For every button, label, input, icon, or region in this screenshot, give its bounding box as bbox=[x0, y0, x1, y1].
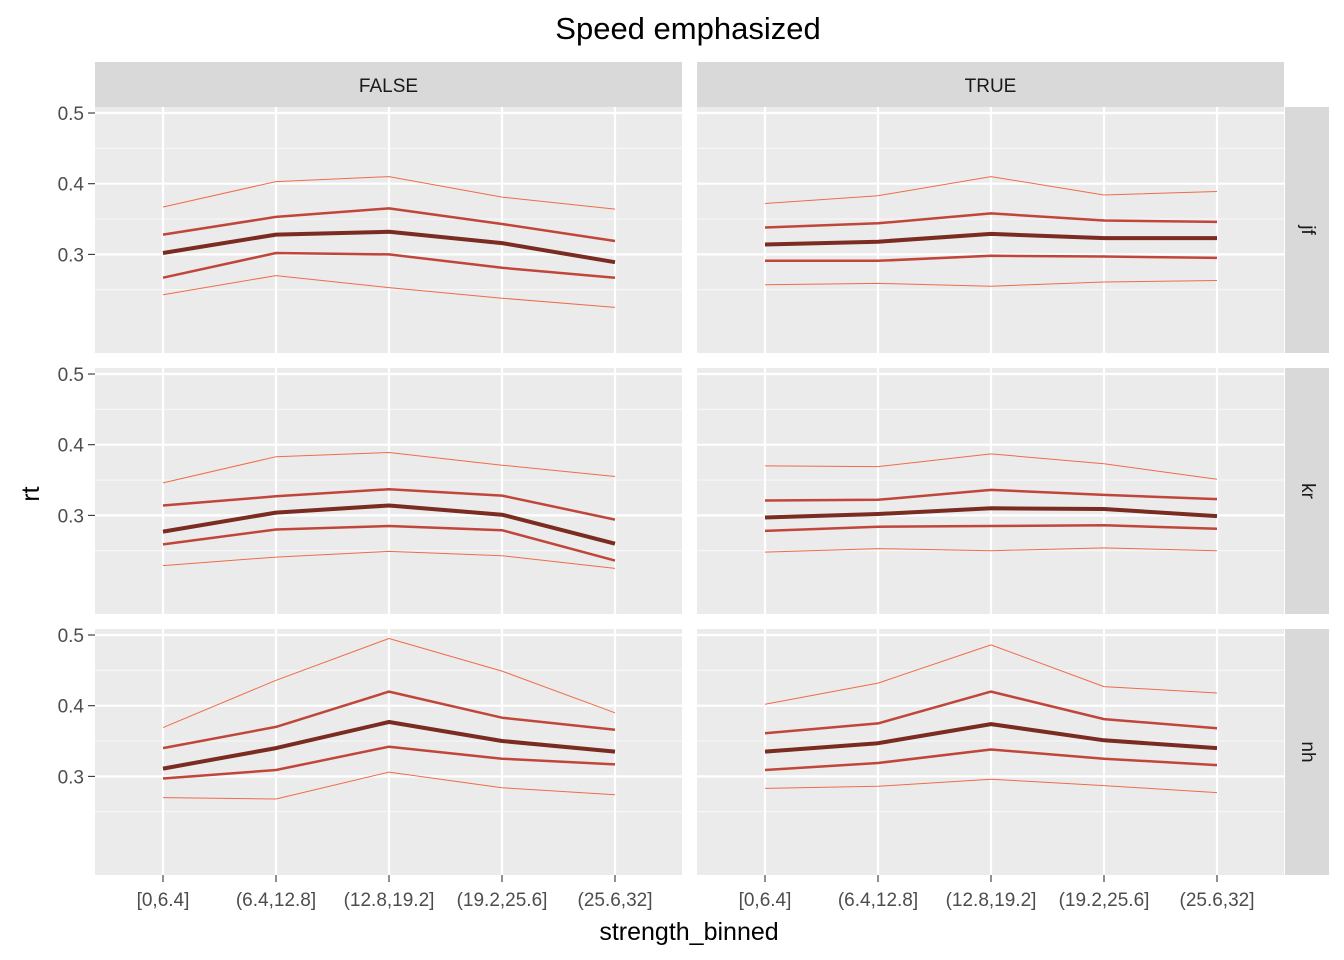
series-line-2 bbox=[764, 690, 1218, 735]
panel-kr-false: 0.3 0.4 0.5 bbox=[58, 365, 682, 614]
strip-row-nh bbox=[1285, 629, 1329, 875]
x-tick-label: (25.6,32] bbox=[578, 890, 653, 911]
strip-row-label: jf bbox=[1297, 224, 1318, 235]
series-line-1 bbox=[162, 176, 616, 210]
y-tick-label: 0.5 bbox=[58, 626, 84, 647]
y-tick-label: 0.4 bbox=[58, 697, 85, 718]
y-tick-label: 0.3 bbox=[58, 767, 84, 788]
series-line-5 bbox=[162, 275, 616, 308]
series-line-5 bbox=[162, 550, 616, 569]
y-tick-label: 0.5 bbox=[58, 365, 84, 386]
strip-row-label: nh bbox=[1297, 741, 1318, 762]
series-line-3 bbox=[764, 506, 1218, 520]
series-line-4 bbox=[162, 524, 616, 562]
series-line-1 bbox=[162, 638, 616, 729]
series-line-2 bbox=[162, 690, 616, 750]
series-line-2 bbox=[162, 207, 616, 243]
strip-col-label: TRUE bbox=[965, 76, 1017, 97]
series-line-1 bbox=[764, 644, 1218, 705]
series-line-2 bbox=[764, 212, 1218, 229]
strip-row-label: kr bbox=[1297, 483, 1318, 500]
series-line-1 bbox=[764, 453, 1218, 480]
panel-nh-false: 0.3 0.4 0.5 [0,6.4] (6.4,12.8] (12.8,19.2] (19… bbox=[58, 626, 682, 911]
chart-title: Speed emphasized bbox=[555, 11, 820, 46]
panel-jf-true bbox=[697, 107, 1284, 353]
x-tick-label: (12.8,19.2] bbox=[946, 890, 1037, 911]
series-line-3 bbox=[162, 229, 616, 265]
y-tick-label: 0.4 bbox=[58, 436, 85, 457]
series-line-4 bbox=[764, 524, 1218, 533]
y-tick-label: 0.3 bbox=[58, 245, 84, 266]
strip-row-jf bbox=[1285, 107, 1329, 353]
series-line-4 bbox=[162, 745, 616, 780]
series-line-3 bbox=[162, 503, 616, 546]
x-tick-label: (6.4,12.8] bbox=[236, 890, 316, 911]
series-line-4 bbox=[162, 251, 616, 279]
y-axis-title: rt bbox=[17, 486, 45, 501]
strip-col-false bbox=[95, 62, 682, 107]
panel-jf-false: 0.3 0.4 0.5 bbox=[58, 104, 682, 353]
x-tick-label: (6.4,12.8] bbox=[838, 890, 918, 911]
series-line-1 bbox=[162, 452, 616, 484]
series-line-5 bbox=[764, 778, 1218, 794]
x-tick-label: (12.8,19.2] bbox=[344, 890, 435, 911]
series-line-2 bbox=[162, 487, 616, 521]
series-line-4 bbox=[765, 254, 1218, 263]
series-line-4 bbox=[764, 748, 1218, 772]
strip-col-label: FALSE bbox=[359, 76, 418, 97]
series-line-3 bbox=[162, 720, 616, 771]
series-line-5 bbox=[764, 280, 1218, 287]
panel-nh-true: [0,6.4] (6.4,12.8] (12.8,19.2] (19.2,25.6] (… bbox=[697, 629, 1284, 911]
y-tick-label: 0.5 bbox=[58, 104, 84, 125]
x-tick-label: (25.6,32] bbox=[1180, 890, 1255, 911]
series-line-1 bbox=[764, 176, 1218, 204]
series-line-5 bbox=[764, 547, 1218, 553]
x-tick-label: (19.2,25.6] bbox=[457, 890, 548, 911]
x-tick-label: [0,6.4] bbox=[739, 890, 792, 911]
y-tick-label: 0.3 bbox=[58, 506, 84, 527]
series-line-5 bbox=[162, 771, 616, 800]
x-tick-label: [0,6.4] bbox=[137, 890, 190, 911]
series-line-2 bbox=[764, 488, 1218, 502]
strip-row-kr bbox=[1285, 368, 1329, 614]
x-tick-label: (19.2,25.6] bbox=[1059, 890, 1150, 911]
x-axis-title: strength_binned bbox=[599, 918, 778, 946]
panel-kr-true bbox=[697, 368, 1284, 614]
series-line-3 bbox=[764, 231, 1217, 247]
series-line-3 bbox=[764, 722, 1218, 754]
y-tick-label: 0.4 bbox=[58, 175, 85, 196]
facet-panels: FALSE TRUEjfkrnh0.30.40.50.30.40.50.30.40… bbox=[58, 62, 1329, 911]
strip-col-true bbox=[697, 62, 1284, 107]
